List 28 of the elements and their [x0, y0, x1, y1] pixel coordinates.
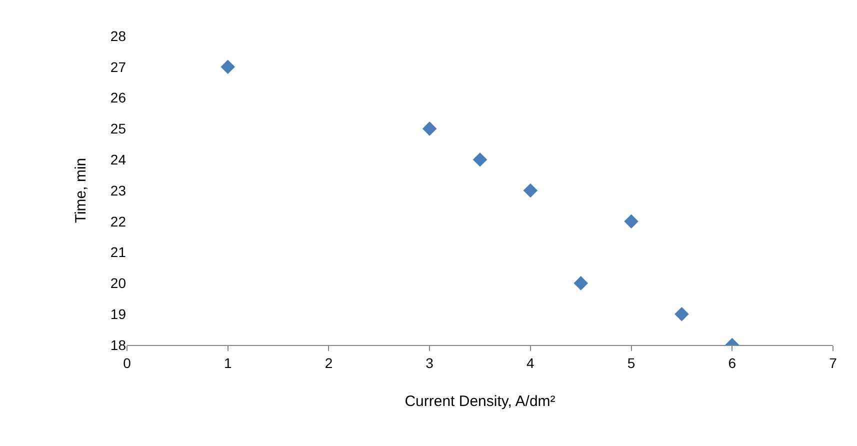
point [674, 306, 689, 322]
x-tick-label: 7 [829, 354, 838, 371]
point [523, 183, 538, 198]
point [422, 122, 437, 136]
point [624, 214, 638, 229]
y-tick-label: 21 [110, 244, 126, 260]
x-tick-label: 4 [526, 354, 535, 371]
y-tick-label: 23 [110, 182, 126, 198]
y-tick-label: 28 [110, 28, 126, 44]
y-tick-label: 18 [110, 336, 126, 353]
y-tick-label: 20 [110, 275, 126, 292]
x-tick-label: 6 [728, 354, 736, 371]
x-tick-label: 1 [224, 354, 232, 371]
y-tick-label: 25 [110, 120, 126, 137]
y-tick-label: 19 [110, 306, 126, 322]
y-tick-label: 24 [110, 152, 126, 168]
x-tick-label: 2 [324, 354, 333, 371]
y-tick-label: 22 [110, 213, 126, 230]
x-tick-label: 0 [123, 354, 132, 371]
point [574, 276, 588, 290]
point [472, 152, 488, 167]
y-tick-label: 26 [110, 90, 126, 106]
x-axis-title: Current Density, A/dm² [404, 392, 556, 410]
x-tick-label: 5 [627, 354, 636, 371]
x-tick-label: 3 [426, 354, 434, 371]
y-tick-label: 27 [110, 58, 126, 75]
point [220, 60, 236, 74]
y-axis-title: Time, min [72, 158, 90, 224]
